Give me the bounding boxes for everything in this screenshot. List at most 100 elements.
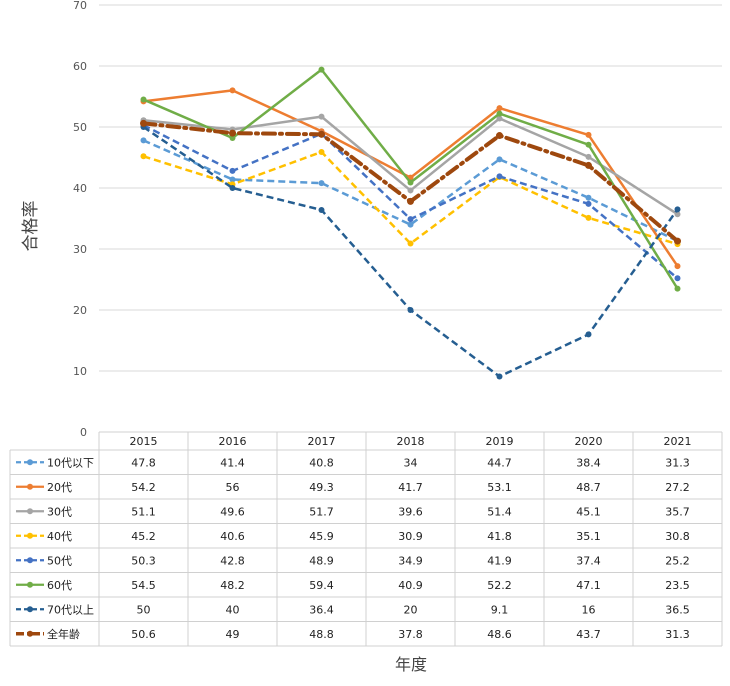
data-table-cell: 53.1: [487, 481, 512, 494]
data-table-cell: 51.4: [487, 505, 512, 518]
legend-label: 50代: [47, 554, 72, 567]
data-point: [585, 200, 592, 207]
series-line: [142, 125, 679, 378]
data-point: [407, 179, 414, 186]
data-point: [318, 180, 325, 187]
data-point: [318, 206, 325, 213]
data-table-cell: 48.8: [309, 628, 334, 641]
data-table-cell: 9.1: [491, 603, 509, 616]
data-table-cell: 35.7: [665, 505, 690, 518]
data-point: [229, 185, 236, 191]
data-point: [585, 141, 592, 148]
data-point: [229, 134, 236, 141]
data-table-cell: 43.7: [576, 628, 601, 641]
data-table-cell: 27.2: [665, 481, 690, 494]
data-table-cell: 37.8: [398, 628, 423, 641]
data-table-cell: 41.7: [398, 481, 423, 494]
legend-marker: [27, 557, 33, 564]
data-table-cell: 30.8: [665, 530, 690, 543]
data-table-cell: 41.4: [220, 456, 245, 469]
data-table-cell: 45.1: [576, 505, 601, 518]
data-table-cell: 40.6: [220, 530, 245, 543]
y-tick-label: 50: [73, 121, 87, 134]
data-table-cell: 40.9: [398, 579, 423, 592]
data-table-cell: 34.9: [398, 554, 423, 567]
legend-marker: [27, 630, 33, 637]
legend-label: 40代: [47, 530, 72, 543]
data-point: [140, 96, 147, 103]
data-point: [496, 132, 503, 140]
data-table-cell: 49: [226, 628, 240, 641]
data-table-cell: 25.2: [665, 554, 690, 567]
x-tick-label: 2019: [486, 435, 514, 448]
data-point: [496, 156, 503, 163]
y-tick-label: 20: [73, 304, 87, 317]
legend-marker: [27, 581, 33, 588]
legend-marker: [27, 483, 33, 490]
data-point: [407, 240, 414, 247]
data-point: [318, 113, 325, 120]
data-table-cell: 31.3: [665, 456, 690, 469]
data-table-cell: 49.3: [309, 481, 334, 494]
data-table-cell: 49.6: [220, 505, 245, 518]
data-table-cell: 30.9: [398, 530, 423, 543]
series-6: [140, 124, 681, 380]
data-table-cell: 34: [404, 456, 418, 469]
data-table-cell: 16: [582, 603, 596, 616]
legend-marker: [27, 459, 33, 466]
data-table-cell: 23.5: [665, 579, 690, 592]
y-tick-label: 60: [73, 60, 87, 73]
data-point: [674, 275, 681, 282]
y-tick-label: 40: [73, 182, 87, 195]
data-table-cell: 42.8: [220, 554, 245, 567]
data-point: [229, 129, 236, 137]
y-axis-label: 合格率: [21, 201, 41, 252]
data-point: [585, 331, 592, 338]
data-point: [496, 173, 503, 180]
data-table-cell: 48.2: [220, 579, 245, 592]
legend-marker: [27, 508, 33, 515]
data-table-cell: 51.1: [131, 505, 156, 518]
data-point: [585, 161, 592, 169]
y-tick-label: 0: [80, 426, 87, 439]
data-table-cell: 41.9: [487, 554, 512, 567]
legend-label: 70代以上: [47, 603, 94, 616]
data-point: [140, 137, 147, 144]
data-point: [585, 131, 592, 138]
data-point: [407, 197, 414, 205]
data-table-cell: 45.9: [309, 530, 334, 543]
x-tick-label: 2018: [397, 435, 425, 448]
data-point: [496, 373, 503, 380]
data-table-cell: 31.3: [665, 628, 690, 641]
y-axis-ticks: 0 10 20 30 40 50 60 70: [73, 0, 87, 439]
data-table-cell: 50.3: [131, 554, 156, 567]
data-table-cell: 48.9: [309, 554, 334, 567]
data-table-cell: 50: [137, 603, 151, 616]
data-point: [140, 119, 147, 127]
legend-label: 全年齢: [47, 627, 80, 641]
legend-label: 20代: [47, 481, 72, 494]
data-table-cell: 37.4: [576, 554, 601, 567]
data-point: [318, 66, 325, 73]
data-point: [229, 176, 236, 183]
data-table-cell: 20: [404, 603, 418, 616]
y-tick-label: 70: [73, 0, 87, 12]
series-5: [140, 66, 681, 292]
data-point: [496, 115, 503, 122]
data-table-cell: 36.4: [309, 603, 334, 616]
data-point: [496, 110, 503, 117]
data-point: [140, 153, 147, 160]
data-point: [674, 237, 681, 245]
data-point: [585, 153, 592, 160]
data-point: [674, 285, 681, 292]
series-1: [140, 87, 681, 270]
data-table-cell: 40: [226, 603, 240, 616]
data-table-cell: 35.1: [576, 530, 601, 543]
x-tick-label: 2015: [130, 435, 158, 448]
y-tick-label: 30: [73, 243, 87, 256]
data-table-cell: 50.6: [131, 628, 156, 641]
legend-label: 10代以下: [47, 456, 94, 469]
legend-label: 60代: [47, 579, 72, 592]
